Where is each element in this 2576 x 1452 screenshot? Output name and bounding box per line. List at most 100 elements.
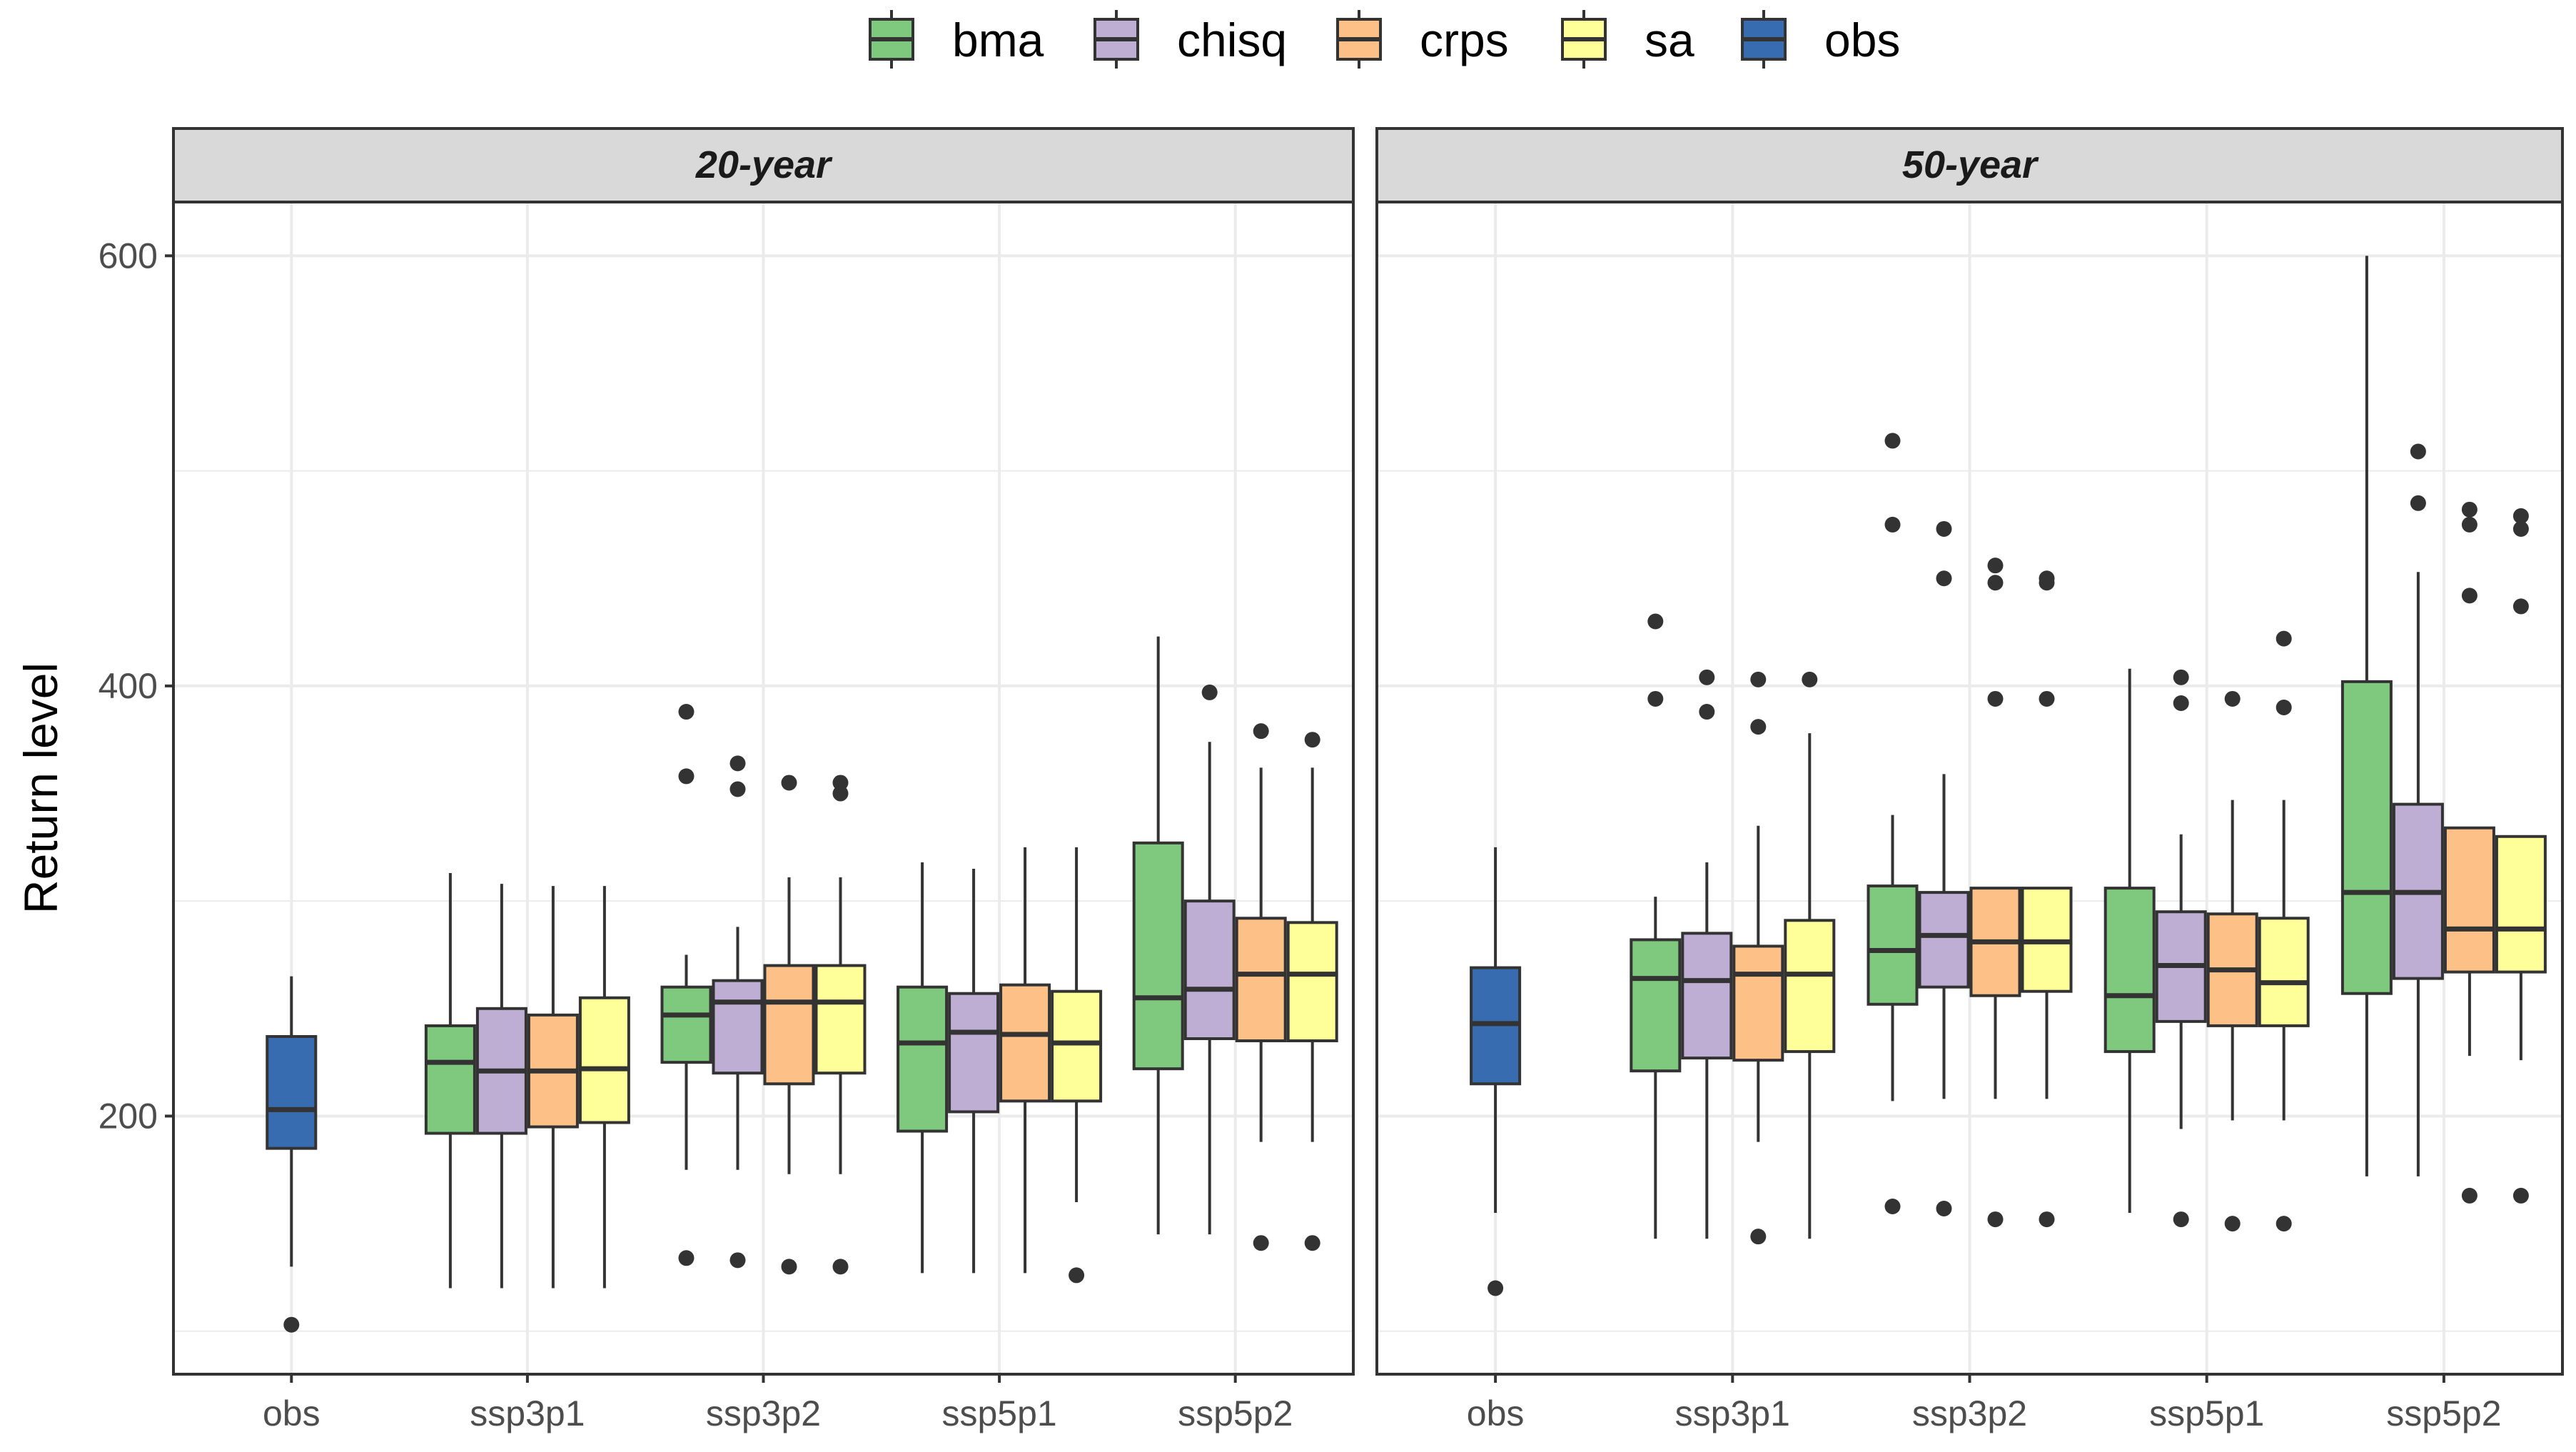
box-obs-obs xyxy=(266,976,318,1333)
outlier-point xyxy=(1936,520,1952,537)
box-sa-ssp5p2 xyxy=(2495,508,2547,1204)
y-axis-label: Return level xyxy=(14,662,67,914)
strip-20-year xyxy=(172,127,1355,203)
x-tick-label: ssp5p2 xyxy=(1178,1393,1293,1433)
strip-label-50-year: 50-year xyxy=(1902,143,2039,186)
y-tick-label: 400 xyxy=(99,666,158,706)
box-body xyxy=(266,1034,318,1150)
box-chisq-ssp3p1 xyxy=(475,884,527,1289)
box-sa-ssp3p2 xyxy=(2021,570,2073,1228)
box-body xyxy=(1630,938,1682,1073)
box-body xyxy=(1681,932,1733,1060)
strip-50-year xyxy=(1375,127,2564,203)
outlier-point xyxy=(678,1250,694,1266)
outlier-point xyxy=(2410,495,2426,511)
outlier-point xyxy=(1987,558,2004,574)
x-tick-label: ssp3p1 xyxy=(470,1393,585,1433)
box-bma-ssp3p1 xyxy=(1630,613,1682,1239)
outlier-point xyxy=(678,768,694,785)
box-chisq-ssp5p1 xyxy=(2155,669,2207,1228)
outlier-point xyxy=(781,1259,797,1275)
box-crps-ssp5p2 xyxy=(2443,501,2495,1204)
legend-item-bma: bma xyxy=(869,10,1044,69)
legend-item-chisq: chisq xyxy=(1093,10,1287,69)
outlier-point xyxy=(2512,598,2529,615)
outlier-point xyxy=(1253,1235,1269,1251)
y-axis: 200 400 600 xyxy=(99,236,173,1136)
outlier-point xyxy=(1884,433,1901,449)
outlier-point xyxy=(1750,1229,1767,1245)
outlier-point xyxy=(1699,704,1715,720)
outlier-point xyxy=(1936,1201,1952,1217)
outlier-point xyxy=(1750,719,1767,735)
outlier-point xyxy=(2512,1187,2529,1204)
outlier-point xyxy=(1987,1211,2004,1228)
box-crps-ssp3p1 xyxy=(1732,671,1784,1245)
box-crps-ssp3p2 xyxy=(1969,558,2021,1228)
legend-label-crps: crps xyxy=(1420,14,1509,66)
box-bma-ssp5p2 xyxy=(2340,256,2393,1176)
outlier-point xyxy=(729,781,746,797)
outlier-point xyxy=(1884,516,1901,533)
box-body xyxy=(712,979,764,1075)
box-body xyxy=(2443,826,2495,974)
box-body xyxy=(2258,917,2310,1027)
panel-50-year: 50-year xyxy=(1375,127,2564,1376)
box-chisq-ssp3p1 xyxy=(1681,669,1733,1239)
x-tick-label: ssp5p1 xyxy=(941,1393,1056,1433)
box-bma-ssp3p2 xyxy=(660,704,712,1266)
outlier-point xyxy=(2276,1216,2292,1232)
box-body xyxy=(2103,887,2156,1054)
outlier-point xyxy=(2461,501,2477,518)
outlier-point xyxy=(729,1252,746,1269)
outlier-point xyxy=(1487,1280,1504,1296)
panel-20-year: 20-year xyxy=(172,127,1355,1376)
box-bma-ssp5p1 xyxy=(896,862,949,1274)
outlier-point xyxy=(729,755,746,772)
box-body xyxy=(1235,917,1287,1043)
box-crps-ssp3p2 xyxy=(763,775,815,1275)
box-sa-ssp3p2 xyxy=(814,775,867,1275)
box-body xyxy=(1867,884,1919,1006)
outlier-point xyxy=(2224,1216,2241,1232)
outlier-point xyxy=(2039,690,2055,707)
outlier-point xyxy=(283,1316,300,1333)
box-body xyxy=(578,996,630,1124)
outlier-point xyxy=(1647,690,1664,707)
box-sa-ssp5p2 xyxy=(1286,732,1338,1251)
outlier-point xyxy=(1884,1198,1901,1214)
outlier-point xyxy=(832,785,849,802)
x-tick-label: ssp5p2 xyxy=(2386,1393,2501,1433)
legend: bma chisq crps sa obs xyxy=(869,10,1900,69)
marks-20-year xyxy=(266,636,1338,1333)
x-tick-label: ssp5p1 xyxy=(2149,1393,2264,1433)
y-tick-label: 200 xyxy=(99,1096,158,1136)
outlier-point xyxy=(1936,570,1952,587)
marks-50-year xyxy=(1470,256,2547,1296)
box-body xyxy=(1051,989,1103,1103)
box-body xyxy=(424,1024,476,1135)
box-sa-ssp3p1 xyxy=(1784,671,1836,1239)
outlier-point xyxy=(2410,443,2426,460)
legend-label-chisq: chisq xyxy=(1177,14,1287,66)
outlier-point xyxy=(2461,588,2477,604)
box-crps-ssp5p1 xyxy=(999,847,1051,1274)
legend-label-obs: obs xyxy=(1824,14,1900,66)
outlier-point xyxy=(2461,1187,2477,1204)
legend-item-crps: crps xyxy=(1336,10,1509,69)
box-body xyxy=(660,985,712,1064)
outlier-point xyxy=(1304,732,1320,748)
x-tick-label: ssp3p1 xyxy=(1675,1393,1790,1433)
outlier-point xyxy=(2039,1211,2055,1228)
box-chisq-ssp3p2 xyxy=(712,755,764,1269)
outlier-point xyxy=(2173,695,2189,711)
outlier-point xyxy=(1647,613,1664,630)
outlier-point xyxy=(2461,516,2477,533)
outlier-point xyxy=(2512,520,2529,537)
outlier-point xyxy=(2173,669,2189,685)
outlier-point xyxy=(1699,669,1715,685)
outlier-point xyxy=(2039,575,2055,591)
box-bma-ssp5p1 xyxy=(2103,668,2156,1214)
box-body xyxy=(896,985,949,1133)
outlier-point xyxy=(678,704,694,720)
